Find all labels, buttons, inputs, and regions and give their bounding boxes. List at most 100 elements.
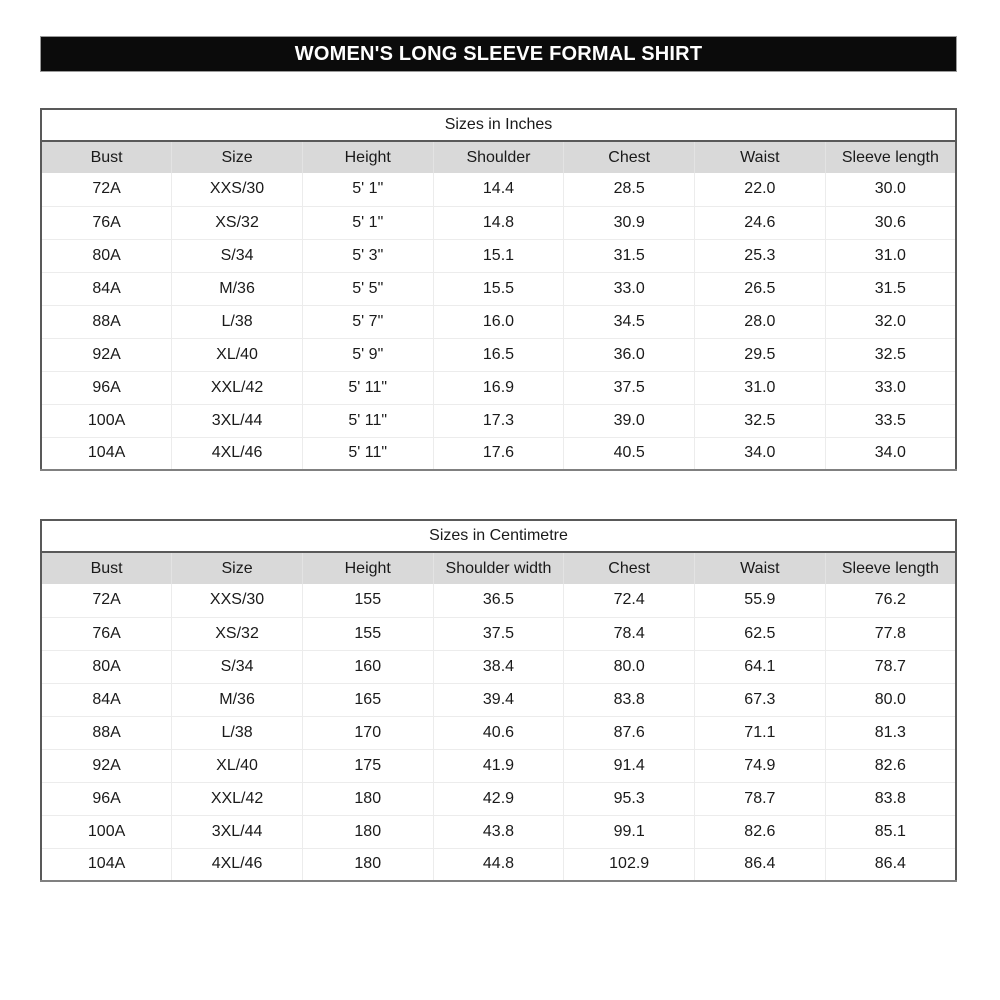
table-cell: 85.1 (825, 815, 956, 849)
table-cell: 4XL/46 (171, 437, 303, 470)
table-cell: 24.6 (694, 206, 826, 240)
table-cell: 14.4 (433, 173, 565, 207)
column-header: Sleeve length (825, 552, 956, 584)
table-cell: 16.5 (433, 338, 565, 372)
size-chart-page: WOMEN'S LONG SLEEVE FORMAL SHIRT Sizes i… (40, 0, 957, 882)
column-header: Waist (694, 141, 826, 173)
column-header: Bust (41, 141, 173, 173)
table-cell: 33.0 (825, 371, 956, 405)
table-cell: 78.7 (694, 782, 826, 816)
table-cell: 72.4 (563, 584, 696, 618)
table-cell: 5' 1" (302, 173, 434, 207)
table-row: 96A XXL/42 5' 11" 16.9 37.5 31.0 33.0 (41, 371, 956, 405)
table-cell: 5' 1" (302, 206, 434, 240)
table-cell: 92A (41, 749, 173, 783)
table-cell: 36.5 (433, 584, 565, 618)
table-cell: XS/32 (171, 617, 303, 651)
table-cell: 44.8 (433, 848, 565, 881)
table-cell: S/34 (171, 650, 303, 684)
table-header-row: Bust Size Height Shoulder Chest Waist Sleeve l… (41, 141, 956, 173)
table-cell: 17.3 (433, 404, 565, 438)
table-cell: 33.0 (563, 272, 696, 306)
table-row: 80A S/34 160 38.4 80.0 64.1 78.7 (41, 650, 956, 684)
table-cell: 83.8 (563, 683, 696, 717)
table-cell: 155 (302, 584, 434, 618)
column-header: Size (171, 552, 303, 584)
table-cell: 155 (302, 617, 434, 651)
table-cell: 104A (41, 848, 173, 881)
table-cell: 74.9 (694, 749, 826, 783)
table-cell: 43.8 (433, 815, 565, 849)
table-cell: S/34 (171, 239, 303, 273)
table-cell: 14.8 (433, 206, 565, 240)
page-title: WOMEN'S LONG SLEEVE FORMAL SHIRT (294, 42, 703, 65)
table-cell: 76.2 (825, 584, 956, 618)
column-header: Height (302, 552, 434, 584)
inches-table-section: Sizes in Inches Bust Size Height Shoulder Che… (40, 108, 957, 471)
table-cell: XL/40 (171, 338, 303, 372)
table-cell: 4XL/46 (171, 848, 303, 881)
table-cell: 36.0 (563, 338, 696, 372)
table-cell: 67.3 (694, 683, 826, 717)
table-cell: 5' 11" (302, 371, 434, 405)
title-banner: WOMEN'S LONG SLEEVE FORMAL SHIRT (40, 36, 957, 72)
table-cell: 76A (41, 206, 173, 240)
table-cell: 71.1 (694, 716, 826, 750)
table-cell: 41.9 (433, 749, 565, 783)
table-title: Sizes in Centimetre (41, 520, 956, 553)
table-cell: 31.5 (563, 239, 696, 273)
table-cell: 86.4 (694, 848, 826, 881)
table-cell: 29.5 (694, 338, 826, 372)
table-cell: 5' 7" (302, 305, 434, 339)
table-cell: 180 (302, 815, 434, 849)
table-header-row: Bust Size Height Shoulder width Chest Waist Sl… (41, 552, 956, 584)
table-cell: 99.1 (563, 815, 696, 849)
table-row: 104A 4XL/46 5' 11" 17.6 40.5 34.0 34.0 (41, 437, 956, 470)
table-cell: 37.5 (563, 371, 696, 405)
table-row: 72A XXS/30 5' 1" 14.4 28.5 22.0 30.0 (41, 173, 956, 207)
table-cell: 3XL/44 (171, 404, 303, 438)
table-cell: 86.4 (825, 848, 956, 881)
table-cell: 92A (41, 338, 173, 372)
column-header: Chest (563, 552, 696, 584)
table-cell: 30.0 (825, 173, 956, 207)
table-cell: 40.6 (433, 716, 565, 750)
table-cell: M/36 (171, 683, 303, 717)
table-cell: 40.5 (563, 437, 696, 470)
table-cell: 25.3 (694, 239, 826, 273)
column-header: Sleeve length (825, 141, 956, 173)
centimetre-table-section: Sizes in Centimetre Bust Size Height Shoulde… (40, 519, 957, 882)
table-cell: 175 (302, 749, 434, 783)
table-row: 92A XL/40 5' 9" 16.5 36.0 29.5 32.5 (41, 338, 956, 372)
table-cell: 102.9 (563, 848, 696, 881)
table-cell: 32.5 (694, 404, 826, 438)
table-cell: 5' 11" (302, 437, 434, 470)
table-cell: 34.0 (825, 437, 956, 470)
table-cell: 83.8 (825, 782, 956, 816)
table-cell: 26.5 (694, 272, 826, 306)
table-cell: 38.4 (433, 650, 565, 684)
table-cell: 39.0 (563, 404, 696, 438)
table-cell: 78.4 (563, 617, 696, 651)
table-cell: 15.5 (433, 272, 565, 306)
table-row: 84A M/36 165 39.4 83.8 67.3 80.0 (41, 683, 956, 717)
table-cell: 84A (41, 683, 173, 717)
table-cell: 180 (302, 782, 434, 816)
sizes-in-inches-table: Sizes in Inches Bust Size Height Shoulder Che… (40, 108, 957, 471)
column-header: Shoulder width (433, 552, 565, 584)
column-header: Waist (694, 552, 826, 584)
table-cell: 5' 3" (302, 239, 434, 273)
column-header: Size (171, 141, 303, 173)
table-cell: 30.6 (825, 206, 956, 240)
column-header: Chest (563, 141, 696, 173)
table-row: 96A XXL/42 180 42.9 95.3 78.7 83.8 (41, 782, 956, 816)
table-cell: 32.0 (825, 305, 956, 339)
table-cell: XXS/30 (171, 584, 303, 618)
table-cell: XL/40 (171, 749, 303, 783)
table-cell: 84A (41, 272, 173, 306)
table-cell: 16.0 (433, 305, 565, 339)
table-cell: XXL/42 (171, 782, 303, 816)
table-cell: 77.8 (825, 617, 956, 651)
table-cell: 80A (41, 650, 173, 684)
table-cell: M/36 (171, 272, 303, 306)
